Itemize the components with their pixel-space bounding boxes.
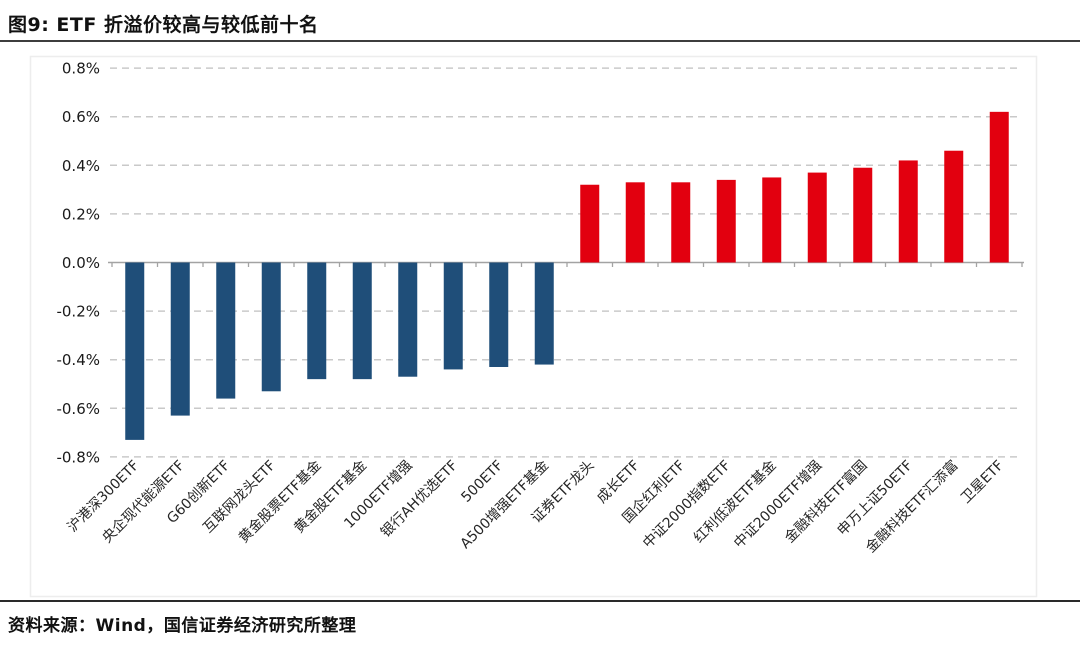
bar [216,262,236,399]
y-axis-tick-label: 0.0% [62,254,100,272]
bar [534,262,554,365]
bar [807,172,827,263]
category-label: 黄金股票ETF基金 [235,457,324,546]
bar [352,262,372,380]
bar [489,262,509,367]
bar [716,179,736,263]
bar [307,262,327,380]
title-rule [0,40,1080,42]
y-axis-tick-label: 0.8% [62,60,100,78]
category-label: A500增强ETF基金 [457,457,552,552]
chart-area: -0.8% -0.6% -0.4% -0.2% 0.0% 0.2% 0.4% 0.6% 0.8%… [0,55,1080,600]
figure-title: 图9: ETF 折溢价较高与较低前十名 [8,14,319,36]
source-note: 资料来源：Wind，国信证券经济研究所整理 [8,616,357,636]
category-label: 金融科技ETF富国 [781,457,870,546]
bar [944,150,964,263]
bar [762,177,782,263]
y-axis-tick-label: 0.2% [62,205,100,223]
bar [898,160,918,263]
bar [989,111,1009,263]
bar [671,182,691,263]
y-axis-tick-label: -0.2% [56,303,100,321]
bar [398,262,418,377]
bar [125,262,145,440]
bar [261,262,281,392]
bar [443,262,463,370]
y-axis-tick-label: 0.4% [62,157,100,175]
y-axis-tick-label: -0.6% [56,400,100,418]
category-label: 央企现代能源ETF [99,457,188,546]
bar [170,262,190,416]
y-axis-tick-label: 0.6% [62,108,100,126]
bar [853,167,873,263]
bar [580,184,600,263]
chart-border [29,55,1038,598]
etf-premium-discount-bar-chart: -0.8% -0.6% -0.4% -0.2% 0.0% 0.2% 0.4% 0.6% 0.8%… [29,55,1038,598]
category-label: 卫星ETF [958,458,1007,507]
bar [625,182,645,263]
y-axis-tick-label: -0.8% [56,448,100,466]
y-axis-tick-label: -0.4% [56,351,100,369]
footer-rule [0,600,1080,602]
category-label: 红利低波ETF基金 [690,457,779,546]
